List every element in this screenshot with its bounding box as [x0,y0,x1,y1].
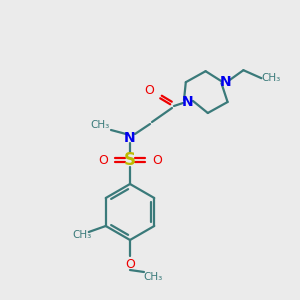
Text: CH₃: CH₃ [143,272,163,282]
Text: S: S [124,151,136,169]
Text: CH₃: CH₃ [262,73,281,83]
Text: CH₃: CH₃ [90,120,110,130]
Text: O: O [152,154,162,166]
Text: O: O [144,83,154,97]
Text: O: O [98,154,108,166]
Text: N: N [124,131,136,145]
Text: N: N [220,75,231,89]
Text: CH₃: CH₃ [72,230,92,240]
Text: N: N [182,95,194,109]
Text: O: O [125,259,135,272]
